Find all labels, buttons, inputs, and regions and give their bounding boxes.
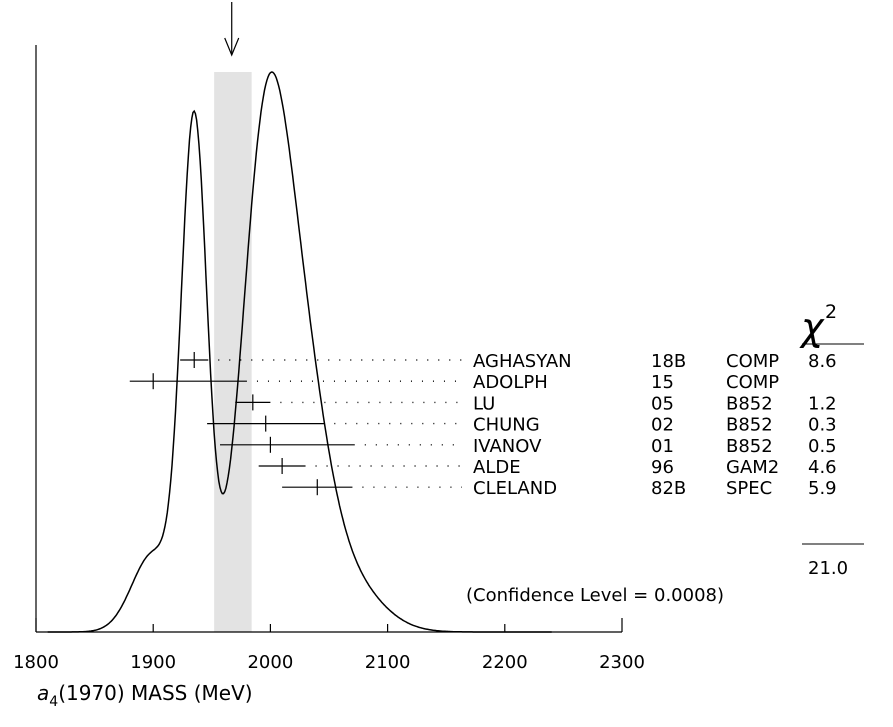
technique-label: SPEC [726,478,772,499]
measurement-row: LU 05 B852 1.2 [235,393,837,414]
x-tick-label: 1800 [13,652,59,673]
x-tick-label: 2200 [482,652,528,673]
chi2-value: 0.3 [808,415,837,436]
confidence-level: (Confidence Level = 0.0008) [466,585,724,606]
technique-label: GAM2 [726,457,779,478]
x-tick-label: 2100 [365,652,411,673]
chi2-value: 1.2 [808,393,837,414]
measurement-row: IVANOV 01 B852 0.5 [220,436,837,457]
author-label: ALDE [473,457,521,478]
x-tick-label: 1900 [130,652,176,673]
measurement-row: CHUNG 02 B852 0.3 [207,415,837,436]
x-tick-label: 2300 [599,652,645,673]
chi2-value: 8.6 [808,351,837,372]
technique-label: B852 [726,436,773,457]
year-label: 01 [651,436,674,457]
average-band [214,72,252,632]
year-label: 96 [651,457,674,478]
author-label: CHUNG [473,415,540,436]
year-label: 02 [651,415,674,436]
x-tick-label: 2000 [247,652,293,673]
author-label: LU [473,393,495,414]
year-label: 05 [651,393,674,414]
author-label: AGHASYAN [473,351,572,372]
weighted-average-arrow [224,2,240,57]
measurement-row: ALDE 96 GAM2 4.6 [258,457,837,478]
measurement-row: AGHASYAN 18B COMP 8.6 [180,351,837,372]
chi2-value: 5.9 [808,478,837,499]
year-label: 15 [651,372,674,393]
author-label: IVANOV [473,436,542,457]
arrow-head [224,37,240,57]
year-label: 82B [651,478,686,499]
author-label: ADOLPH [473,372,548,393]
technique-label: B852 [726,393,773,414]
technique-label: COMP [726,351,779,372]
chi2-header: χ [799,305,825,349]
measurements: AGHASYAN 18B COMP 8.6 ADOLPH 15 COMP LU 05 B852 1.… [129,351,837,499]
x-axis-label: a4(1970) MASS (MeV) [37,681,253,710]
chi2-value: 4.6 [808,457,837,478]
year-label: 18B [651,351,686,372]
measurement-row: CLELAND 82B SPEC 5.9 [282,478,837,499]
chi2-total: 21.0 [808,558,848,579]
measurement-row: ADOLPH 15 COMP [129,372,779,393]
technique-label: B852 [726,415,773,436]
technique-label: COMP [726,372,779,393]
x-ticks: 1800 1900 2000 2100 2200 2300 [13,618,645,673]
chi2-value: 0.5 [808,436,837,457]
author-label: CLELAND [473,478,557,499]
ideogram-curve [47,71,552,633]
chi2-superscript: 2 [825,301,837,323]
